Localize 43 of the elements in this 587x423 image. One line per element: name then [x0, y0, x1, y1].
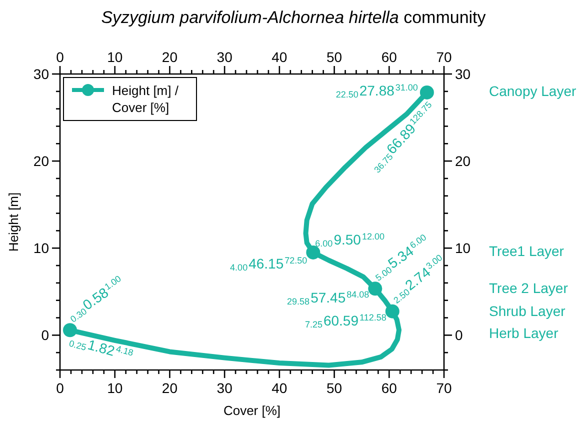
y-tick-label: 30 — [33, 66, 50, 82]
x-tick-label: 0 — [56, 49, 64, 65]
y2-tick-label: 10 — [455, 240, 471, 256]
x-axis-title: Cover [%] — [223, 403, 281, 418]
point — [385, 304, 400, 318]
x2-tick-label: 40 — [272, 380, 288, 396]
text: Tree 2 Layer — [489, 280, 568, 296]
point — [62, 323, 77, 338]
y2-tick-label: 30 — [455, 66, 471, 82]
point — [420, 85, 434, 100]
annotation: $_{7.25}$60.59$^{112.58}$ — [304, 312, 386, 330]
annotation: $_{29.58}$57.45$^{84.08}$ — [287, 290, 370, 307]
y-tick-label: 10 — [33, 240, 50, 256]
y-axis-title: Height [m] — [6, 192, 21, 252]
point — [368, 282, 382, 296]
y-tick-label: 0 — [41, 327, 50, 344]
x-tick-label: 20 — [162, 49, 178, 65]
x-tick-label: 50 — [326, 49, 342, 65]
text: Canopy Layer — [489, 83, 577, 99]
annotation: $_{6.00}$9.50$^{12.00}$ — [315, 231, 384, 248]
x-tick-label: 40 — [272, 49, 288, 65]
point — [306, 245, 320, 260]
x2-tick-label: 50 — [326, 380, 342, 396]
legend-label: Height [m] / Cover [%] — [112, 82, 180, 116]
chart-title: Syzygium parvifolium-Alchornea hirtella community — [101, 8, 486, 27]
y2-tick-label: 20 — [455, 153, 471, 170]
x2-tick-label: 20 — [162, 380, 178, 396]
x2-tick-label: 0 — [56, 380, 64, 396]
x-tick-label: 30 — [216, 49, 233, 65]
y-tick-label: 20 — [33, 153, 50, 170]
x2-tick-label: 70 — [436, 380, 452, 396]
text: Herb Layer — [489, 325, 559, 341]
annotation: $_{22.50}$27.88$^{31.00}$ — [336, 82, 418, 100]
x2-tick-label: 30 — [216, 380, 233, 396]
text: Shrub Layer — [489, 303, 566, 319]
annotation: $_{4.00}$46.15$^{72.50}$ — [230, 255, 308, 272]
text: Tree1 Layer — [489, 243, 564, 259]
x2-tick-label: 10 — [107, 380, 123, 396]
x-tick-label: 60 — [381, 49, 398, 65]
y2-tick-label: 0 — [455, 327, 463, 344]
x-tick-label: 10 — [107, 49, 123, 65]
x2-tick-label: 60 — [381, 380, 398, 396]
x-tick-label: 70 — [436, 49, 452, 65]
